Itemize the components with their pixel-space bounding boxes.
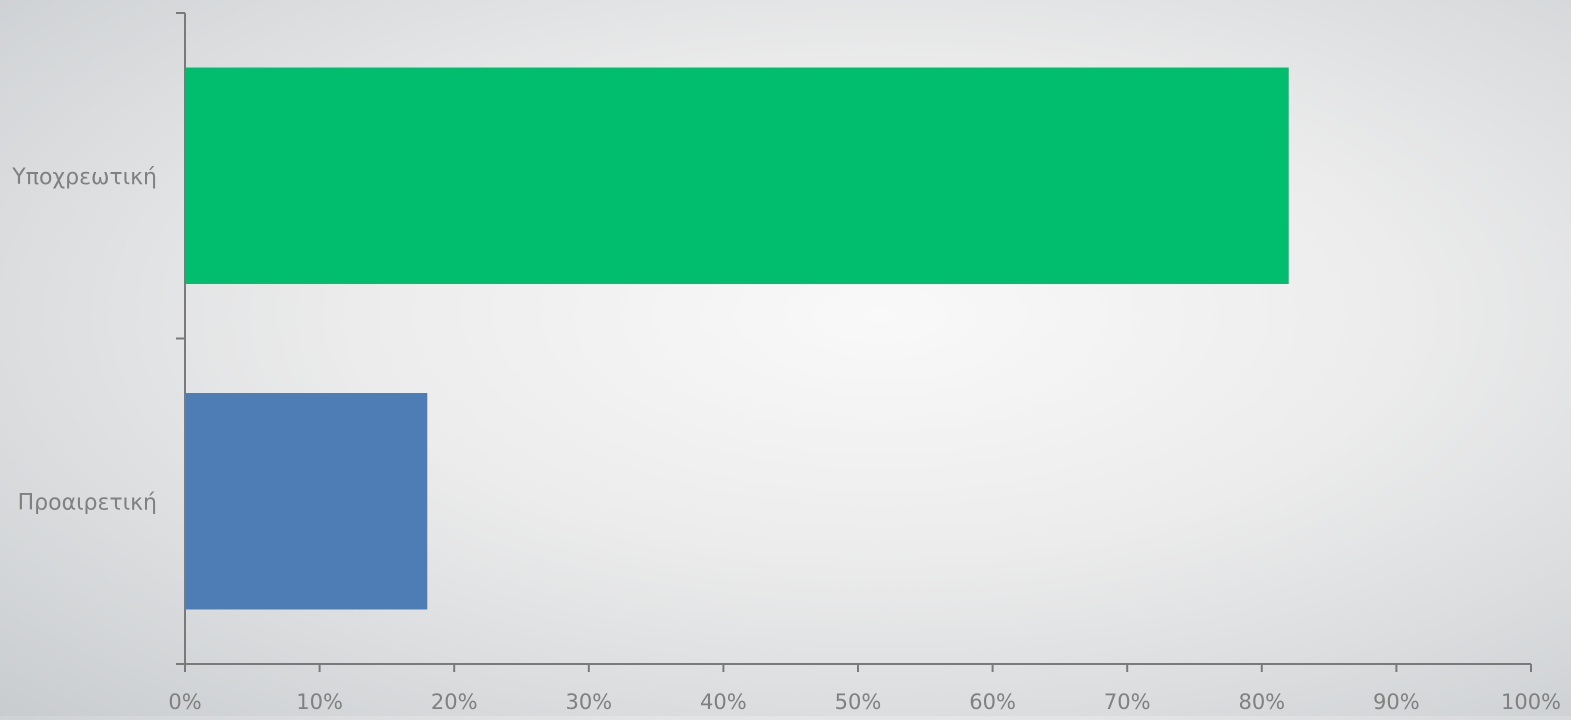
- x-tick-label: 60%: [969, 690, 1016, 714]
- category-label-2: Προαιρετική: [18, 490, 157, 515]
- x-tick-label: 100%: [1501, 690, 1561, 714]
- labels-layer: Υποχρεωτική Προαιρετική 0% 10% 20% 30% 40% 50% 6…: [11, 165, 1561, 714]
- x-tick-label: 50%: [835, 690, 882, 714]
- x-tick-label: 40%: [700, 690, 747, 714]
- x-tick-label: 10%: [296, 690, 343, 714]
- x-tick-label: 90%: [1373, 690, 1420, 714]
- bars-layer: [185, 67, 1289, 610]
- x-tick-label: 0%: [168, 690, 201, 714]
- x-tick-label: 30%: [565, 690, 612, 714]
- x-tick-label: 20%: [431, 690, 478, 714]
- x-tick-label: 70%: [1104, 690, 1151, 714]
- bar-1: [185, 67, 1289, 284]
- bar-2: [185, 393, 428, 610]
- axes-layer: [176, 12, 1532, 672]
- x-tick-label: 80%: [1238, 690, 1285, 714]
- category-label-1: Υποχρεωτική: [11, 165, 157, 190]
